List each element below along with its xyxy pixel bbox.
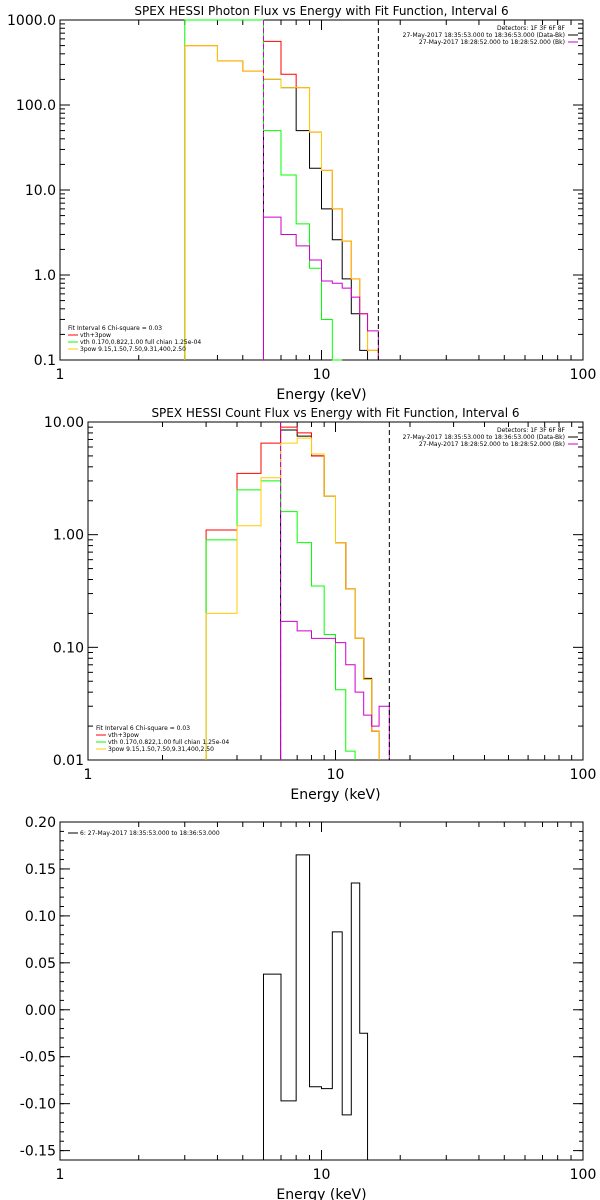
x-tick-label-1-2: 100: [570, 767, 597, 783]
legend-right-text-0-2: 27-May-2017 18:28:52.000 to 18:28:52.000…: [419, 39, 565, 46]
x-tick-label-0-2: 100: [570, 367, 597, 383]
legend-text-1-3: 3pow 9.15,1.50,7.50,9.31,400,2.50: [108, 746, 214, 753]
y-tick-label-2-2: -0.05: [20, 1050, 56, 1066]
x-tick-label-0-0: 1: [56, 367, 65, 383]
y-tick-label-0-3: 100.0: [16, 98, 56, 114]
legend-text-0-0: Fit Interval 6 Chi-square = 0.03: [68, 325, 162, 332]
x-tick-label-0-1: 10: [313, 367, 331, 383]
x-axis-label-0: Energy (keV): [276, 387, 366, 403]
series-line-0-4: [262, 216, 379, 360]
legend-text-1-2: vth 0.170,0.822,1.00 full chian 1.25e-04: [108, 739, 229, 746]
x-tick-label-2-1: 10: [313, 1167, 331, 1183]
series-line-0-3: [184, 45, 379, 360]
y-tick-label-2-1: -0.10: [20, 1097, 56, 1113]
plot-frame-2: [59, 821, 584, 1161]
y-tick-label-1-3: 10.00: [44, 415, 84, 431]
legend-text-2-0: 6: 27-May-2017 18:35:53.000 to 18:36:53.…: [80, 830, 220, 837]
legend-text-1-0: Fit Interval 6 Chi-square = 0.03: [96, 725, 190, 732]
y-tick-label-1-0: 0.01: [53, 753, 84, 769]
series-line-1-1: [205, 426, 380, 760]
series-line-1-3: [205, 437, 380, 760]
legend-right-text-1-0: Detectors: 1F 3F 6F 8F: [497, 427, 566, 434]
y-tick-label-2-6: 0.15: [25, 862, 56, 878]
y-tick-label-2-7: 0.20: [25, 815, 56, 831]
y-tick-label-0-2: 10.0: [25, 183, 56, 199]
legend-text-0-1: vth+3pow: [80, 332, 111, 339]
chart-title-1: SPEX HESSI Count Flux vs Energy with Fit…: [151, 406, 519, 420]
series-line-2-0: [262, 854, 369, 1160]
y-tick-label-2-3: 0.00: [25, 1003, 56, 1019]
legend-right-text-0-1: 27-May-2017 18:35:53.000 to 18:36:53.000…: [403, 32, 565, 39]
series-line-0-1: [184, 40, 379, 360]
y-tick-label-0-4: 1000.0: [7, 13, 56, 29]
series-line-0-2: [184, 19, 343, 361]
legend-text-1-1: vth+3pow: [108, 732, 139, 739]
legend-right-text-0-0: Detectors: 1F 3F 6F 8F: [497, 25, 566, 32]
x-axis-label-1: Energy (keV): [290, 787, 380, 803]
x-tick-label-1-0: 1: [84, 767, 93, 783]
y-tick-label-2-0: -0.15: [20, 1144, 56, 1160]
x-tick-label-1-1: 10: [327, 767, 345, 783]
legend-right-text-1-1: 27-May-2017 18:35:53.000 to 18:36:53.000…: [403, 434, 565, 441]
legend-text-0-2: vth 0.170,0.822,1.00 full chian 1.25e-04: [80, 339, 201, 346]
y-tick-label-0-1: 1.0: [34, 268, 56, 284]
y-tick-label-1-1: 0.10: [53, 640, 84, 656]
legend-right-text-1-2: 27-May-2017 18:28:52.000 to 18:28:52.000…: [419, 441, 565, 448]
series-line-1-0: [280, 429, 380, 760]
plot-frame-1: [87, 421, 584, 761]
series-line-0-0: [262, 78, 369, 360]
legend-text-0-3: 3pow 9.15,1.50,7.50,9.31,400,2.50: [80, 346, 186, 353]
y-tick-label-2-5: 0.10: [25, 909, 56, 925]
x-tick-label-2-2: 100: [570, 1167, 597, 1183]
y-tick-label-0-0: 0.1: [34, 353, 56, 369]
series-line-1-4: [280, 620, 390, 760]
y-tick-label-2-4: 0.05: [25, 956, 56, 972]
chart-title-0: SPEX HESSI Photon Flux vs Energy with Fi…: [134, 4, 508, 18]
series-line-1-2: [205, 480, 356, 760]
x-axis-label-2: Energy (keV): [276, 1187, 366, 1200]
y-tick-label-1-2: 1.00: [53, 528, 84, 544]
x-tick-label-2-0: 1: [56, 1167, 65, 1183]
